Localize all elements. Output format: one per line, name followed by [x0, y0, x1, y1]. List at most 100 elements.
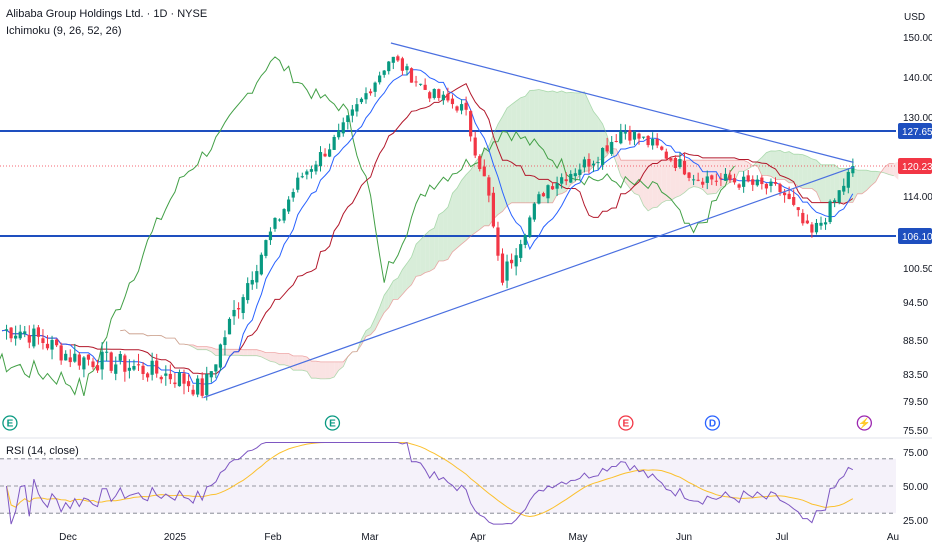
cloud-segment: [470, 162, 476, 237]
candle-body: [50, 340, 54, 350]
candle-body: [105, 351, 109, 353]
candle-body: [751, 179, 755, 185]
candle-body: [660, 146, 664, 150]
candle-body: [842, 185, 846, 192]
candle-body: [810, 224, 814, 233]
cloud-segment: [416, 239, 421, 277]
badge-letter: E: [329, 419, 336, 430]
candle-body: [136, 364, 141, 366]
cloud-segment: [475, 156, 480, 233]
cloud-segment: [384, 288, 389, 313]
candle-body: [469, 111, 473, 137]
candle-body: [473, 137, 477, 156]
trendlines[interactable]: [203, 42, 854, 399]
candle-body: [796, 207, 800, 211]
ichimoku-cloud: [120, 89, 899, 379]
cloud-segment: [720, 160, 726, 188]
candle-body: [150, 360, 154, 375]
rsi-label[interactable]: RSI (14, close): [6, 445, 79, 457]
cloud-segment: [256, 349, 262, 357]
rsi-pane[interactable]: 75.00 50.00 25.00: [0, 441, 928, 528]
cloud-segment: [593, 111, 599, 167]
event-badge[interactable]: ⚡: [856, 415, 873, 431]
cloud-segment: [329, 361, 335, 379]
cloud-segment: [861, 170, 867, 194]
time-tick-label: Apr: [470, 532, 486, 543]
candle-body: [546, 185, 550, 199]
badge-circle: [704, 415, 721, 431]
candle-body: [555, 183, 559, 189]
candle-body: [537, 194, 541, 204]
cloud-segment: [206, 346, 212, 352]
cloud-segment: [798, 154, 803, 189]
event-badge[interactable]: D: [704, 415, 721, 431]
trendline: [203, 166, 854, 399]
candle-body: [132, 366, 136, 370]
cloud-segment: [802, 154, 808, 189]
symbol-title: Alibaba Group Holdings Ltd. · 1D · NYSE: [6, 8, 207, 20]
cloud-segment: [807, 156, 812, 189]
senkou-span-a-line: [120, 89, 894, 380]
candle-body: [755, 179, 759, 186]
candle-body: [127, 367, 131, 371]
candle-body: [173, 382, 177, 385]
candle-body: [109, 352, 113, 371]
rsi-tick-label: 50.00: [903, 482, 928, 493]
candle-body: [118, 354, 122, 361]
candle-body: [541, 193, 546, 197]
event-badge[interactable]: E: [618, 415, 634, 431]
candle-body: [773, 182, 778, 184]
cloud-segment: [224, 349, 230, 356]
candle-body: [68, 357, 72, 363]
price-axis[interactable]: 150.00 140.00 130.00 114.00 100.50 94.50 88.50…: [898, 33, 932, 437]
price-pane[interactable]: E E E D ⚡: [0, 42, 899, 431]
cloud-segment: [893, 161, 899, 180]
price-tick-label: 83.50: [903, 370, 928, 381]
cloud-segment: [275, 352, 280, 365]
candle-body: [664, 151, 668, 159]
price-tick-label: 79.50: [903, 397, 928, 408]
candle-body: [246, 283, 250, 301]
event-badge[interactable]: E: [324, 415, 341, 431]
cloud-segment: [543, 90, 548, 203]
cloud-segment: [743, 160, 749, 172]
candle-body: [769, 181, 773, 186]
cloud-segment: [457, 180, 462, 249]
candle-body: [746, 175, 750, 182]
candle-body: [323, 153, 327, 157]
cloud-segment: [748, 162, 753, 169]
badge-letter: D: [709, 419, 716, 430]
cloud-segment: [780, 150, 785, 180]
cloud-segment: [761, 152, 767, 176]
time-tick-label: Jul: [776, 532, 789, 543]
time-axis[interactable]: Dec 2025 Feb Mar Apr May Jun Jul Au: [59, 532, 899, 543]
candle-body: [833, 200, 837, 203]
candle-body: [391, 56, 395, 63]
cloud-segment: [866, 170, 872, 191]
candle-body: [214, 364, 218, 372]
candle-body: [441, 94, 445, 101]
cloud-segment: [425, 230, 430, 273]
event-badge[interactable]: E: [2, 415, 18, 431]
candle-body: [605, 145, 609, 152]
candle-body: [159, 376, 163, 380]
time-tick-label: Au: [887, 532, 899, 543]
candle-body: [819, 222, 823, 226]
candle-body: [227, 318, 232, 335]
currency-label[interactable]: USD: [904, 12, 925, 23]
candle-body: [168, 373, 172, 380]
cloud-segment: [784, 151, 790, 183]
candle-body: [714, 180, 718, 182]
cloud-segment: [265, 352, 271, 362]
time-tick-label: May: [569, 532, 588, 543]
candle-body: [273, 217, 277, 229]
indicator-label[interactable]: Ichimoku (9, 26, 52, 26): [6, 25, 122, 37]
event-badges[interactable]: E E E D ⚡: [2, 415, 873, 431]
cloud-segment: [420, 234, 426, 276]
candle-body: [337, 130, 341, 138]
cloud-segment: [698, 160, 703, 190]
candle-body: [177, 372, 182, 387]
candle-body: [732, 178, 737, 183]
cloud-segment: [816, 160, 821, 203]
